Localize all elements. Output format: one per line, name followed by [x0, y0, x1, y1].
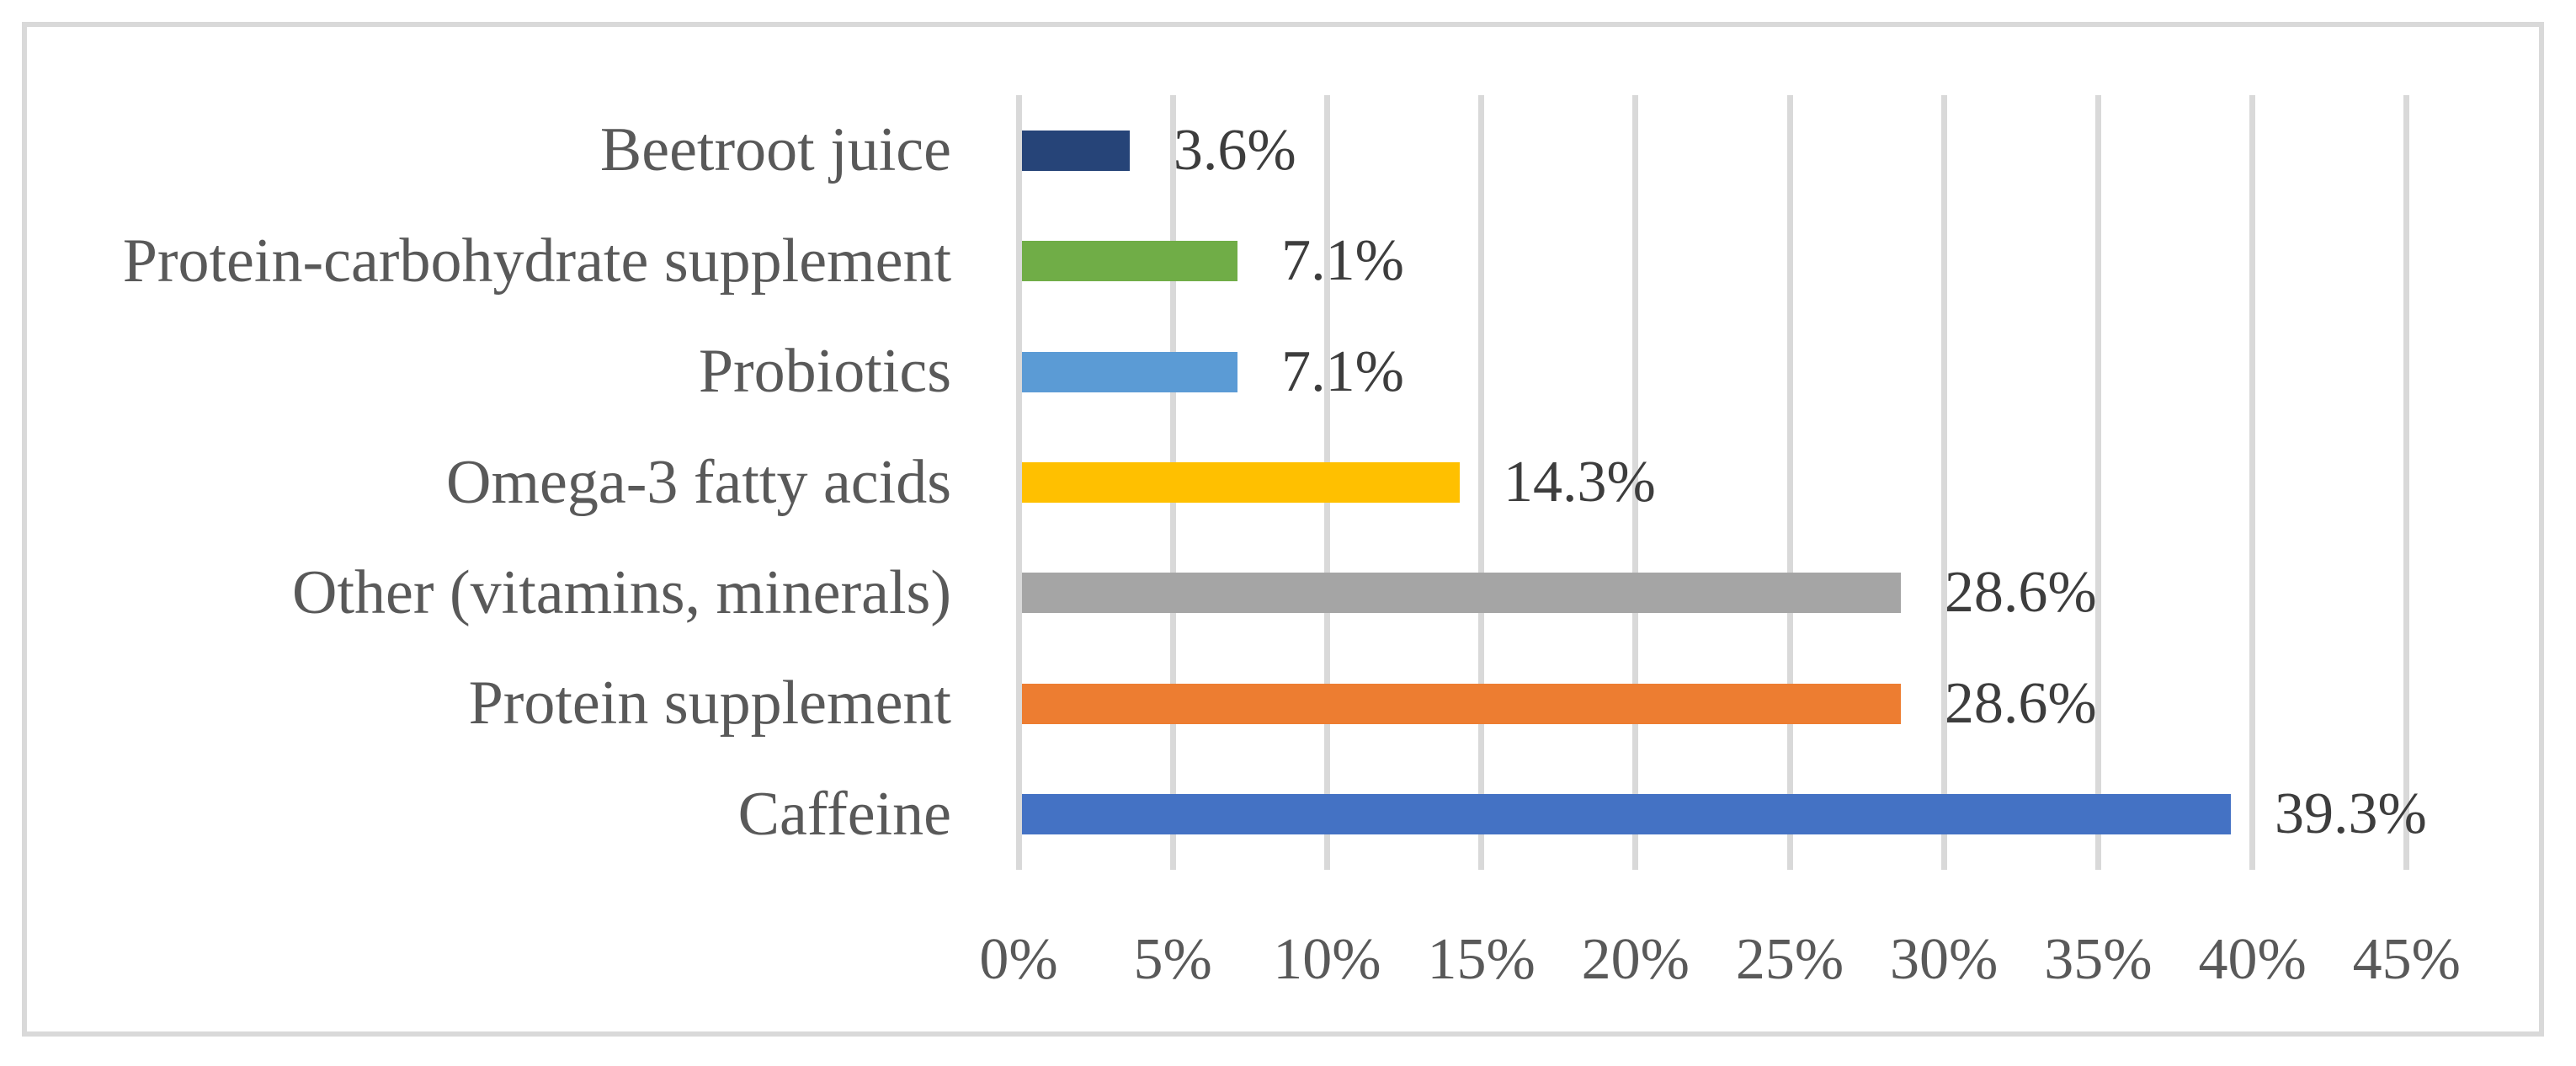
value-label-other-vitamins-minerals: 28.6%: [1944, 560, 2097, 626]
gridline-45: [2403, 95, 2410, 870]
x-axis-tick-label-5: 5%: [1133, 927, 1212, 992]
x-axis-tick-label-25: 25%: [1735, 927, 1844, 992]
value-label-protein-supplement: 28.6%: [1944, 670, 2097, 736]
category-label-probiotics: Probiotics: [698, 337, 951, 407]
x-axis-tick-label-15: 15%: [1427, 927, 1535, 992]
category-label-omega-3-fatty-acids: Omega-3 fatty acids: [446, 447, 951, 517]
x-axis-tick-label-0: 0%: [979, 927, 1058, 992]
bar-protein-carbohydrate-supplement: [1022, 241, 1238, 282]
bar-probiotics: [1022, 351, 1238, 392]
x-axis-tick-label-30: 30%: [1890, 927, 1999, 992]
category-label-protein-carbohydrate-supplement: Protein-carbohydrate supplement: [122, 226, 951, 296]
value-label-omega-3-fatty-acids: 14.3%: [1503, 450, 1656, 514]
category-label-protein-supplement: Protein supplement: [468, 669, 951, 738]
bar-omega-3-fatty-acids: [1022, 462, 1460, 503]
gridline-35: [2094, 95, 2101, 870]
gridline-15: [1478, 95, 1485, 870]
x-axis-tick-label-45: 45%: [2352, 927, 2461, 992]
bar-protein-supplement: [1022, 683, 1901, 724]
x-axis-tick-label-40: 40%: [2198, 927, 2307, 992]
category-label-caffeine: Caffeine: [737, 779, 951, 849]
gridline-25: [1786, 95, 1793, 870]
bar-caffeine: [1022, 794, 2231, 835]
value-label-protein-carbohydrate-supplement: 7.1%: [1281, 228, 1404, 294]
x-axis-tick-label-20: 20%: [1581, 927, 1690, 992]
x-axis-tick-label-35: 35%: [2044, 927, 2153, 992]
bar-other-vitamins-minerals: [1022, 573, 1901, 614]
value-label-caffeine: 39.3%: [2274, 781, 2427, 847]
gridline-0: [1015, 95, 1022, 870]
category-label-other-vitamins-minerals: Other (vitamins, minerals): [292, 557, 951, 627]
x-axis-tick-label-10: 10%: [1273, 927, 1381, 992]
gridline-30: [1940, 95, 1947, 870]
category-label-beetroot-juice: Beetroot juice: [599, 115, 951, 185]
value-label-beetroot-juice: 3.6%: [1173, 117, 1296, 183]
gridline-40: [2249, 95, 2256, 870]
value-label-probiotics: 7.1%: [1281, 338, 1404, 404]
gridline-20: [1632, 95, 1639, 870]
figure-border: [22, 22, 2544, 1037]
bar-beetroot-juice: [1022, 130, 1130, 171]
